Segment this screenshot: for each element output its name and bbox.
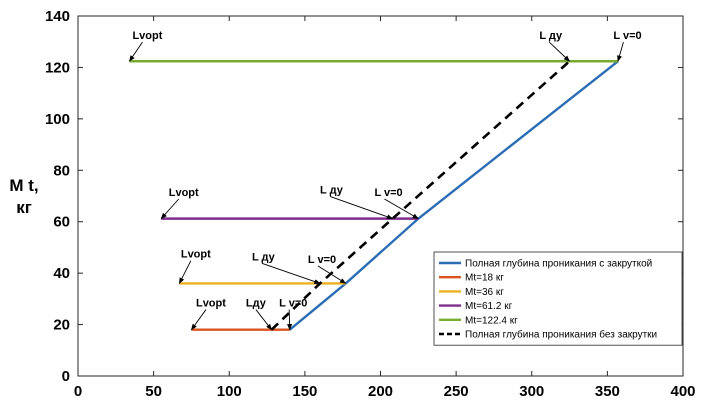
x-tick-label-0: 0 (74, 383, 82, 400)
annotation-label-0: Lvopt (132, 30, 162, 42)
series-layer (129, 60, 619, 331)
series-line-5 (270, 60, 571, 331)
y-tick-label-7: 140 (45, 8, 70, 25)
annotation-label-3: Lvopt (169, 187, 199, 199)
y-tick-label-0: 0 (62, 368, 70, 385)
x-tick-label-2: 100 (217, 383, 242, 400)
annotation-label-1: L ду (539, 30, 563, 42)
annotation-arrow-8 (317, 265, 347, 284)
x-tick-label-8: 400 (670, 383, 695, 400)
y-axis-label-line-1: кг (16, 198, 32, 217)
annotation-label-10: Lду (246, 298, 267, 310)
y-tick-label-1: 20 (53, 317, 70, 334)
x-tick-label-4: 200 (368, 383, 393, 400)
legend-label-2: Mt=36 кг (465, 287, 504, 298)
legend-label-3: Mt=61.2 кг (465, 301, 513, 312)
legend-box (433, 251, 683, 346)
annotation-arrow-10 (255, 309, 272, 331)
y-tick-label-5: 100 (45, 111, 70, 128)
annotation-arrow-7 (261, 262, 321, 284)
axes-layer: 0 50 100 150 200 250 300 350 400 0 20 40 60 80 100 120 1… (9, 8, 695, 400)
x-tick-label-6: 300 (519, 383, 544, 400)
y-tick-label-3: 60 (53, 214, 70, 231)
annotation-label-9: Lvopt (196, 298, 226, 310)
annotation-label-11: L v=0 (279, 298, 307, 310)
legend-label-0: Полная глубина проникания с закруткой (465, 258, 652, 270)
x-tick-label-3: 150 (292, 383, 317, 400)
annotation-label-7: L ду (252, 251, 276, 263)
y-tick-label-4: 80 (53, 162, 70, 179)
y-axis-label-line-0: M t, (9, 176, 38, 195)
annotation-arrow-0 (129, 41, 143, 62)
annotation-arrow-11 (287, 309, 293, 331)
annotation-arrow-9 (191, 309, 207, 331)
annotation-arrow-6 (178, 260, 192, 284)
annotation-arrow-1 (549, 41, 571, 62)
annotation-arrow-5 (384, 198, 419, 220)
y-tick-label-6: 120 (45, 59, 70, 76)
annotation-arrow-2 (617, 42, 624, 62)
legend-label-5: Полная глубина проникания без закрутки (465, 329, 657, 341)
annotation-label-4: L ду (320, 184, 344, 196)
annotation-label-5: L v=0 (374, 187, 402, 199)
y-tick-label-2: 40 (53, 265, 70, 282)
annotation-label-8: L v=0 (308, 254, 336, 266)
annotation-arrow-4 (329, 196, 394, 220)
legend-label-1: Mt=18 кг (465, 273, 504, 284)
x-tick-label-5: 250 (444, 383, 469, 400)
series-line-0 (288, 60, 619, 331)
annotation-layer: Lvopt L ду L v=0 Lvopt L ду L v=0 Lvopt L ду L v… (129, 30, 642, 331)
legend: Полная глубина проникания с закруткой Mt=… (433, 251, 683, 346)
legend-label-4: Mt=122.4 кг (465, 315, 518, 326)
x-tick-label-1: 50 (145, 383, 162, 400)
x-tick-label-7: 350 (595, 383, 620, 400)
annotation-arrow-3 (160, 198, 180, 220)
annotation-label-6: Lvopt (181, 249, 211, 261)
annotation-label-2: L v=0 (613, 30, 641, 42)
